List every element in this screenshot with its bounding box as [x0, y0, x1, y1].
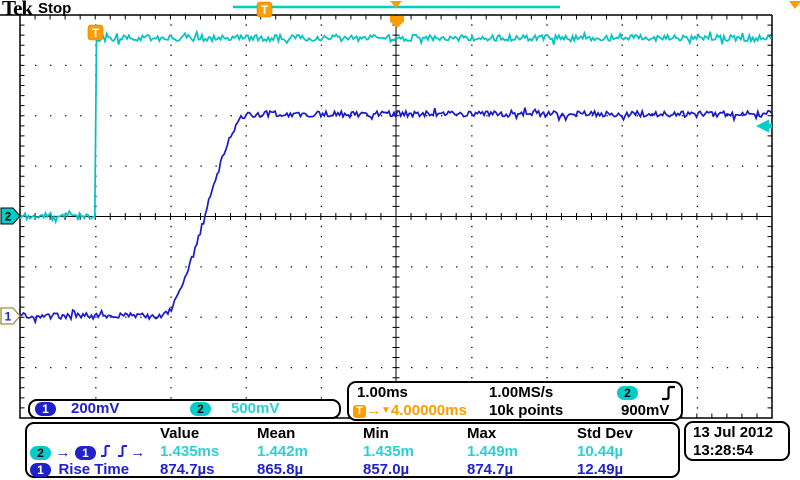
- col-header-min: Min: [363, 425, 389, 442]
- delay-mean-cell: 1.442m: [257, 443, 308, 460]
- svg-text:T: T: [92, 26, 100, 40]
- delay-readout: T →▼4.00000ms: [353, 403, 467, 419]
- expansion-point-icon: [390, 16, 404, 28]
- col-header-stddev: Std Dev: [577, 425, 633, 442]
- delay-measurement-label: 2 → 1 →: [30, 443, 145, 462]
- src-ch-badge: 2: [30, 445, 51, 460]
- timebase-trigger-box: 1.00ms 1.00MS/s 2 T →▼4.00000ms 10k point…: [347, 381, 683, 421]
- sample-rate-readout: 1.00MS/s: [489, 384, 554, 401]
- rise-mean-cell: 865.8µ: [257, 461, 304, 478]
- record-expansion-icon: [390, 1, 402, 8]
- trigger-source-badge: 2: [617, 386, 638, 400]
- timebase-readout: 1.00ms: [357, 384, 408, 401]
- col-header-max: Max: [467, 425, 497, 442]
- graticule: [0, 14, 774, 419]
- record-trigger-position-icon: T: [256, 1, 273, 18]
- svg-text:T: T: [261, 3, 269, 17]
- ch2-badge: 2: [190, 402, 211, 416]
- delay-value-cell: 1.435ms: [160, 443, 220, 460]
- svg-text:2: 2: [5, 210, 12, 224]
- delay-arrow-icon: →: [366, 402, 381, 419]
- delay-max-cell: 1.449m: [467, 443, 518, 460]
- ch1-ground-badge: 1: [0, 307, 21, 325]
- delay-value: 4.00000ms: [390, 402, 467, 419]
- time-label: 13:28:54: [693, 442, 754, 459]
- rising-edge-icon: [117, 445, 127, 457]
- delay-min-cell: 1.435m: [363, 443, 414, 460]
- trigger-slope-icon: [662, 385, 675, 401]
- channel-readout-box: 1 200mV 2 500mV: [28, 399, 341, 419]
- arrow-icon: →: [55, 444, 71, 461]
- trigger-position-icon: T: [87, 24, 104, 41]
- measurement-name: Rise Time: [58, 461, 130, 478]
- ch-badge: 1: [30, 462, 51, 477]
- offscreen-marker-icon: [789, 1, 800, 9]
- col-header-mean: Mean: [257, 425, 296, 442]
- rise-max-cell: 874.7µ: [467, 461, 514, 478]
- delay-trigger-icon: T: [353, 405, 366, 418]
- rise-min-cell: 857.0µ: [363, 461, 410, 478]
- ch2-ground-badge: 2: [0, 207, 21, 225]
- datetime-box: 13 Jul 2012 13:28:54: [684, 421, 790, 461]
- rise-value-cell: 874.7µs: [160, 461, 215, 478]
- delay-triangle-icon: ▼: [381, 405, 391, 416]
- trigger-level-icon: [756, 119, 772, 133]
- rise-stddev-cell: 12.49µ: [577, 461, 624, 478]
- date-label: 13 Jul 2012: [693, 424, 774, 441]
- ch2-trace: [19, 28, 773, 225]
- measurement-table: Value Mean Min Max Std Dev 2 → 1 → 1.435…: [25, 422, 680, 478]
- svg-text:1: 1: [5, 310, 12, 324]
- trigger-level-readout: 900mV: [621, 402, 670, 419]
- ch1-badge: 1: [35, 402, 56, 416]
- acquisition-status: Stop: [38, 0, 72, 17]
- record-length-readout: 10k points: [489, 402, 564, 419]
- rising-edge-icon: [101, 445, 111, 457]
- arrow-icon: →: [130, 444, 146, 461]
- ch2-scale-readout: 500mV: [231, 400, 280, 417]
- dst-ch-badge: 1: [74, 445, 96, 460]
- ch1-trace: [19, 107, 773, 325]
- rise-time-label: 1 Rise Time: [30, 461, 129, 479]
- col-header-value: Value: [160, 425, 200, 442]
- delay-stddev-cell: 10.44µ: [577, 443, 624, 460]
- ch1-scale-readout: 200mV: [71, 400, 120, 417]
